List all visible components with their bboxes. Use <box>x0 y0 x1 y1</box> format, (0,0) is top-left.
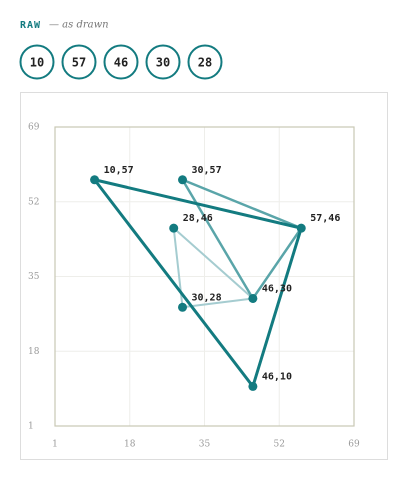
x-tick-label: 69 <box>348 440 360 450</box>
y-tick-label: 69 <box>28 123 40 133</box>
point <box>248 381 258 391</box>
point-label: 28,46 <box>183 213 213 224</box>
section-label: RAW <box>20 20 41 31</box>
plot-border <box>54 126 355 427</box>
line <box>181 178 303 300</box>
chip-value: 28 <box>198 56 212 70</box>
point-label: 46,30 <box>262 283 292 294</box>
line <box>172 227 254 309</box>
point <box>90 175 100 185</box>
chip-value: 57 <box>72 56 86 70</box>
point <box>178 302 188 312</box>
point-label: 30,57 <box>192 165 222 176</box>
chip <box>145 44 181 80</box>
point <box>178 175 188 185</box>
y-tick-label: 35 <box>28 272 40 282</box>
point <box>169 223 179 233</box>
point-label: 30,28 <box>192 292 222 303</box>
x-tick-label: 35 <box>199 440 211 450</box>
chip <box>19 44 55 80</box>
chip-value: 10 <box>30 56 44 70</box>
chip <box>103 44 139 80</box>
point <box>296 223 306 233</box>
y-tick-label: 1 <box>28 422 34 432</box>
x-tick-label: 18 <box>124 440 136 450</box>
chip-row: 10 57 46 30 28 <box>19 44 223 80</box>
chip <box>187 44 223 80</box>
chip-value: 30 <box>156 56 170 70</box>
point-label: 10,57 <box>104 165 134 176</box>
x-tick-label: 52 <box>274 440 285 450</box>
section-note: — as drawn <box>49 20 109 31</box>
chip <box>61 44 97 80</box>
line <box>93 178 303 388</box>
y-tick-label: 52 <box>28 197 39 207</box>
point <box>248 293 258 303</box>
chip-value: 46 <box>114 56 128 70</box>
x-tick-label: 1 <box>52 440 58 450</box>
plot: 1 18 35 52 69 1 18 35 52 69 10,57 30,57 57,46 28,46 46… <box>28 123 360 450</box>
point-label: 57,46 <box>310 213 340 224</box>
y-tick-label: 18 <box>28 347 40 357</box>
point-label: 46,10 <box>262 371 292 382</box>
